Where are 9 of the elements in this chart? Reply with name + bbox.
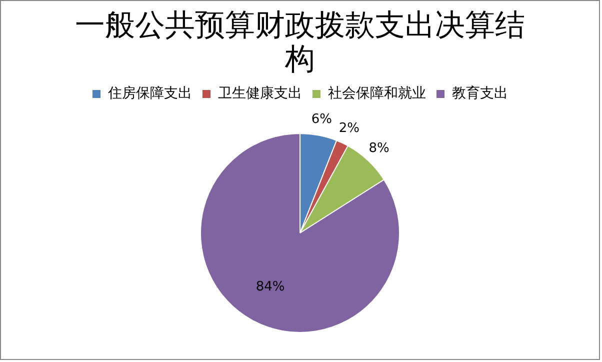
legend-label: 社会保障和就业: [328, 86, 426, 102]
data-label: 6%: [311, 112, 332, 127]
data-label: 2%: [338, 120, 360, 136]
legend-label: 教育支出: [452, 84, 508, 102]
legend-label: 卫生健康支出: [218, 86, 302, 102]
chart-title: 一般公共预算财政拨款支出决算结构: [74, 8, 526, 77]
data-label: 8%: [368, 141, 390, 156]
data-label: 84%: [256, 279, 285, 294]
legend-label: 住房保障支出: [107, 86, 192, 102]
